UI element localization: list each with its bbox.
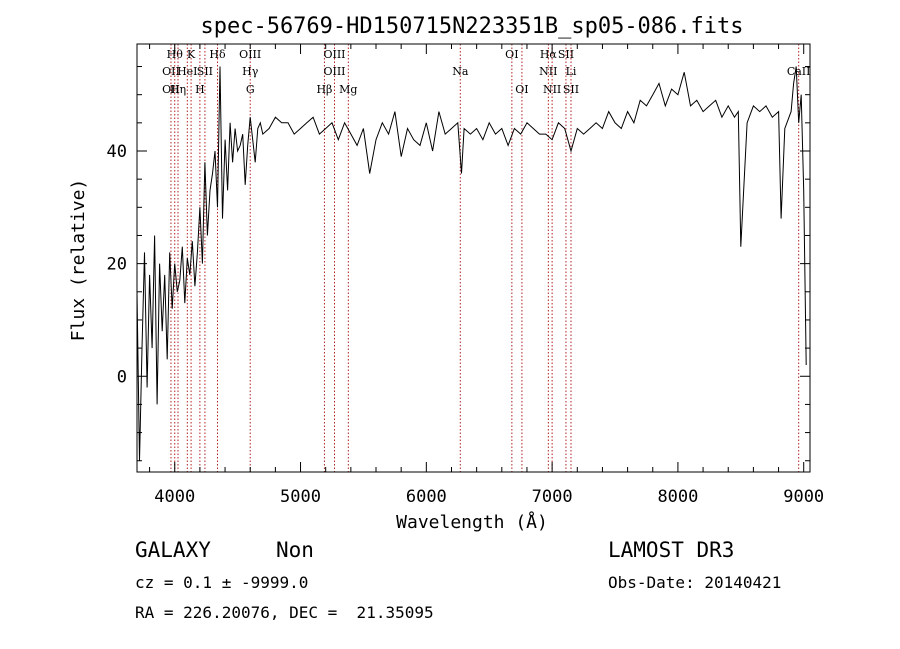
x-tick-label: 6000: [406, 487, 447, 507]
redshift-readout: cz = 0.1 ± -9999.0: [135, 573, 309, 592]
spectral-line-label: SII: [558, 48, 574, 61]
survey-label: LAMOST DR3: [608, 538, 735, 562]
spectral-line-label: OIII: [323, 65, 345, 78]
spectral-line-label: G: [246, 83, 255, 96]
spectral-line-label: CaII: [787, 65, 811, 78]
spectral-line-label: Hγ: [242, 65, 259, 78]
y-tick-label: 40: [107, 142, 127, 162]
coordinates-readout: RA = 226.20076, DEC = 21.35095: [135, 603, 434, 622]
spectral-line-label: Na: [452, 65, 469, 78]
spectral-line-label: OII: [162, 83, 180, 96]
x-tick-label: 8000: [657, 487, 698, 507]
spectral-line-label: Hα: [540, 48, 558, 61]
axis-ticks: 4000 5000 6000 7000 8000 9000 0 20 40: [107, 44, 824, 507]
spectral-line-label: NII: [539, 65, 557, 78]
x-axis-label: Wavelength (Å): [396, 511, 548, 533]
spectral-line-label: OI: [515, 83, 528, 96]
spectral-line-label: Hβ: [316, 83, 332, 96]
spectral-line-label: Hθ: [167, 48, 184, 61]
y-tick-label: 20: [107, 255, 127, 275]
x-tick-label: 4000: [154, 487, 195, 507]
spectrum-series-line: [136, 66, 807, 461]
y-axis-label: Flux (relative): [68, 179, 89, 342]
x-tick-label: 9000: [783, 487, 824, 507]
spectral-line-label: HeI: [177, 65, 197, 78]
spectral-line-label: OI: [505, 48, 518, 61]
spectral-line-label: Mg: [339, 83, 357, 96]
spectral-line-label: OII: [162, 65, 180, 78]
x-tick-label: 7000: [532, 487, 573, 507]
spectral-line-label: Li: [566, 65, 577, 78]
spectral-line-label: Hδ: [209, 48, 226, 61]
spectral-line-label: H: [195, 83, 205, 96]
spectral-line-label: SII: [197, 65, 213, 78]
y-tick-label: 0: [117, 367, 127, 387]
obs-date-readout: Obs-Date: 20140421: [608, 573, 782, 592]
spectral-line-label: OIII: [323, 48, 345, 61]
spectrum-chart: spec-56769-HD150715N223351B_sp05-086.fit…: [68, 14, 824, 533]
classification-label: GALAXY: [135, 538, 211, 562]
spectral-line-label: OIII: [239, 48, 261, 61]
spectral-line-markers: OII OII Hθ Hη HeI K H SII Hδ OIII Hγ G Hβ OIII OIII Mg N…: [162, 44, 811, 472]
chart-title: spec-56769-HD150715N223351B_sp05-086.fit…: [200, 14, 743, 39]
x-tick-label: 5000: [280, 487, 321, 507]
plot-frame: [136, 43, 811, 473]
spectral-line-label: NII: [543, 83, 561, 96]
spectral-line-label: SII: [563, 83, 579, 96]
spectral-line-label: Hη: [170, 83, 186, 96]
subclass-label: Non: [276, 538, 314, 562]
spectral-line-label: K: [187, 48, 196, 61]
